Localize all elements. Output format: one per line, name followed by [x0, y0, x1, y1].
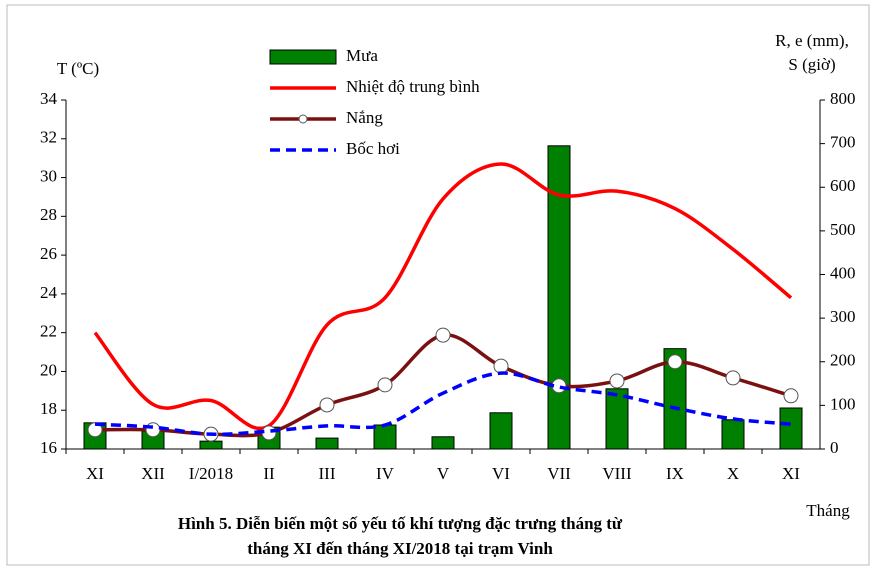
- x-tick-label: XII: [141, 464, 165, 483]
- y2-tick-label: 100: [830, 394, 856, 413]
- y2-axis-title: S (giờ): [788, 55, 835, 74]
- y2-axis-title: R, e (mm),: [775, 31, 849, 50]
- legend-label: Mưa: [346, 46, 378, 65]
- point: [145, 422, 161, 438]
- x-tick-label: X: [727, 464, 739, 483]
- bar: [605, 388, 629, 450]
- legend-label: Nhiệt độ trung bình: [346, 77, 480, 96]
- bar: [199, 440, 223, 450]
- bar: [315, 437, 339, 450]
- legend-label: Bốc hơi: [346, 139, 400, 158]
- bar: [489, 412, 513, 450]
- y-tick-label: 20: [40, 360, 57, 379]
- x-tick-label: VI: [492, 464, 510, 483]
- point: [493, 358, 509, 374]
- point: [609, 373, 625, 389]
- y-tick-label: 32: [40, 128, 57, 147]
- y2-tick-label: 0: [830, 438, 839, 457]
- bar: [779, 407, 803, 450]
- y2-tick-label: 300: [830, 307, 856, 326]
- x-tick-label: XI: [86, 464, 104, 483]
- x-tick-label: V: [437, 464, 450, 483]
- legend-swatch: [269, 49, 337, 65]
- point: [783, 388, 799, 404]
- y2-tick-label: 200: [830, 351, 856, 370]
- y-tick-label: 22: [40, 322, 57, 341]
- x-tick-label: III: [319, 464, 336, 483]
- y-tick-label: 28: [40, 205, 57, 224]
- x-tick-label: VIII: [602, 464, 632, 483]
- x-tick-label: IX: [666, 464, 684, 483]
- y2-tick-label: 400: [830, 263, 856, 282]
- y-tick-label: 34: [40, 89, 58, 108]
- line: [93, 162, 793, 431]
- bar: [547, 145, 571, 450]
- y-axis-title: T (ºC): [57, 59, 99, 78]
- y-tick-label: 24: [40, 283, 58, 302]
- x-tick-label: IV: [376, 464, 395, 483]
- x-tick-label: VII: [547, 464, 571, 483]
- x-tick-label: I/2018: [189, 464, 233, 483]
- y-tick-label: 16: [40, 438, 57, 457]
- legend-label: Nắng: [346, 108, 383, 127]
- line: [94, 371, 792, 437]
- point: [725, 370, 741, 386]
- point: [435, 327, 451, 343]
- line: [94, 333, 792, 438]
- bar: [663, 348, 687, 450]
- caption: Hình 5. Diễn biến một số yếu tố khí tượn…: [178, 514, 623, 533]
- bar: [721, 419, 745, 450]
- y2-tick-label: 700: [830, 133, 856, 152]
- x-tick-label: XI: [782, 464, 800, 483]
- frame: [6, 4, 870, 566]
- point: [319, 397, 335, 413]
- y2-tick-label: 600: [830, 176, 856, 195]
- y-tick-label: 30: [40, 166, 57, 185]
- bar: [373, 424, 397, 450]
- y2-tick-label: 500: [830, 220, 856, 239]
- caption: tháng XI đến tháng XI/2018 tại trạm Vinh: [247, 539, 553, 558]
- point: [87, 422, 103, 438]
- point: [377, 377, 393, 393]
- x-tick-label: II: [263, 464, 275, 483]
- y-tick-label: 18: [40, 399, 57, 418]
- y-tick-label: 26: [40, 244, 57, 263]
- point: [667, 354, 683, 370]
- x-axis-title: Tháng: [806, 501, 850, 520]
- y2-tick-label: 800: [830, 89, 856, 108]
- bar: [431, 436, 455, 450]
- legend-marker: [298, 114, 308, 124]
